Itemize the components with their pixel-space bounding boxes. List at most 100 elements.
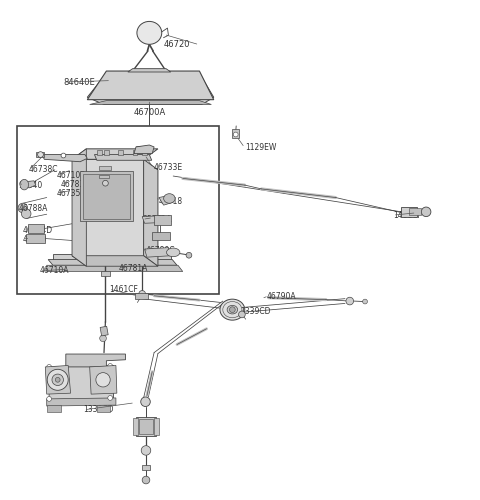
Circle shape	[108, 364, 113, 368]
Text: 46730: 46730	[23, 234, 47, 244]
Circle shape	[61, 153, 66, 158]
Polygon shape	[24, 181, 36, 188]
Circle shape	[100, 335, 107, 342]
Text: 46718: 46718	[159, 198, 183, 206]
Polygon shape	[90, 100, 211, 104]
Bar	[401, 207, 417, 216]
Circle shape	[47, 364, 51, 370]
Text: 46783: 46783	[61, 180, 85, 188]
Circle shape	[47, 396, 51, 402]
Bar	[83, 174, 130, 219]
Bar	[99, 175, 109, 178]
Circle shape	[47, 370, 68, 390]
Bar	[409, 208, 421, 215]
Ellipse shape	[167, 248, 180, 256]
Circle shape	[141, 397, 150, 406]
Bar	[132, 150, 137, 154]
Polygon shape	[87, 74, 214, 104]
Bar	[104, 150, 109, 154]
Text: 46733E: 46733E	[153, 164, 182, 172]
Text: 46700A: 46700A	[133, 108, 166, 117]
Polygon shape	[72, 149, 158, 160]
Text: 46720: 46720	[163, 40, 190, 50]
Bar	[28, 224, 44, 234]
Circle shape	[96, 372, 110, 387]
Text: 95840: 95840	[19, 180, 43, 190]
Bar	[47, 405, 60, 412]
Circle shape	[52, 374, 63, 386]
Bar	[99, 166, 111, 170]
Ellipse shape	[164, 194, 175, 203]
Text: 1461CF: 1461CF	[109, 284, 138, 294]
Polygon shape	[48, 260, 177, 266]
Text: 46738C: 46738C	[29, 166, 59, 174]
Bar	[232, 130, 239, 138]
Polygon shape	[144, 248, 171, 257]
Polygon shape	[87, 71, 214, 100]
Bar	[97, 150, 102, 154]
Polygon shape	[90, 366, 117, 394]
Polygon shape	[72, 160, 144, 256]
Text: 46784D: 46784D	[23, 226, 52, 235]
Circle shape	[22, 209, 31, 218]
Bar	[135, 293, 148, 298]
Bar	[36, 152, 44, 158]
Polygon shape	[95, 154, 152, 160]
Polygon shape	[159, 195, 173, 205]
Text: 95761A: 95761A	[142, 215, 172, 224]
Ellipse shape	[227, 306, 238, 314]
Bar	[136, 417, 156, 436]
Polygon shape	[47, 266, 183, 272]
Text: 46710A: 46710A	[39, 266, 69, 276]
Circle shape	[421, 207, 431, 216]
Ellipse shape	[20, 180, 29, 190]
Text: 84640E: 84640E	[63, 78, 95, 86]
Polygon shape	[47, 398, 116, 406]
Ellipse shape	[137, 22, 162, 44]
Bar	[118, 150, 123, 154]
Circle shape	[229, 307, 235, 312]
Circle shape	[233, 132, 238, 137]
Text: 46788A: 46788A	[19, 204, 48, 214]
Circle shape	[142, 476, 150, 484]
Bar	[100, 326, 108, 336]
Text: 46780C: 46780C	[146, 246, 176, 255]
Ellipse shape	[220, 299, 245, 320]
Circle shape	[139, 290, 145, 297]
Text: 1129EW: 1129EW	[245, 144, 276, 152]
Circle shape	[239, 311, 245, 318]
Bar	[17, 126, 218, 294]
Polygon shape	[49, 366, 114, 400]
Text: 46790A: 46790A	[266, 292, 296, 302]
Polygon shape	[72, 149, 86, 266]
Polygon shape	[66, 354, 125, 367]
Bar	[142, 150, 147, 154]
Polygon shape	[72, 256, 158, 266]
Bar	[97, 405, 110, 412]
Polygon shape	[42, 154, 87, 162]
Polygon shape	[142, 216, 166, 224]
Polygon shape	[134, 145, 154, 154]
Text: 1339CD: 1339CD	[84, 406, 114, 414]
Bar	[101, 270, 110, 276]
Bar	[154, 418, 159, 435]
Text: 46710F: 46710F	[56, 170, 85, 179]
Circle shape	[108, 396, 113, 400]
Bar	[152, 232, 170, 240]
Polygon shape	[128, 68, 171, 72]
Bar	[80, 172, 132, 222]
Circle shape	[186, 252, 192, 258]
Bar	[142, 465, 150, 470]
Circle shape	[363, 299, 367, 304]
Text: 1339CD: 1339CD	[240, 306, 271, 316]
Circle shape	[18, 203, 28, 213]
Polygon shape	[53, 254, 171, 260]
Bar	[26, 234, 45, 243]
Polygon shape	[144, 160, 158, 266]
Circle shape	[103, 180, 108, 186]
Text: 46781A: 46781A	[119, 264, 148, 272]
Circle shape	[37, 152, 43, 158]
Polygon shape	[45, 366, 71, 394]
Text: 1461CF: 1461CF	[393, 210, 421, 220]
Bar	[133, 418, 138, 435]
